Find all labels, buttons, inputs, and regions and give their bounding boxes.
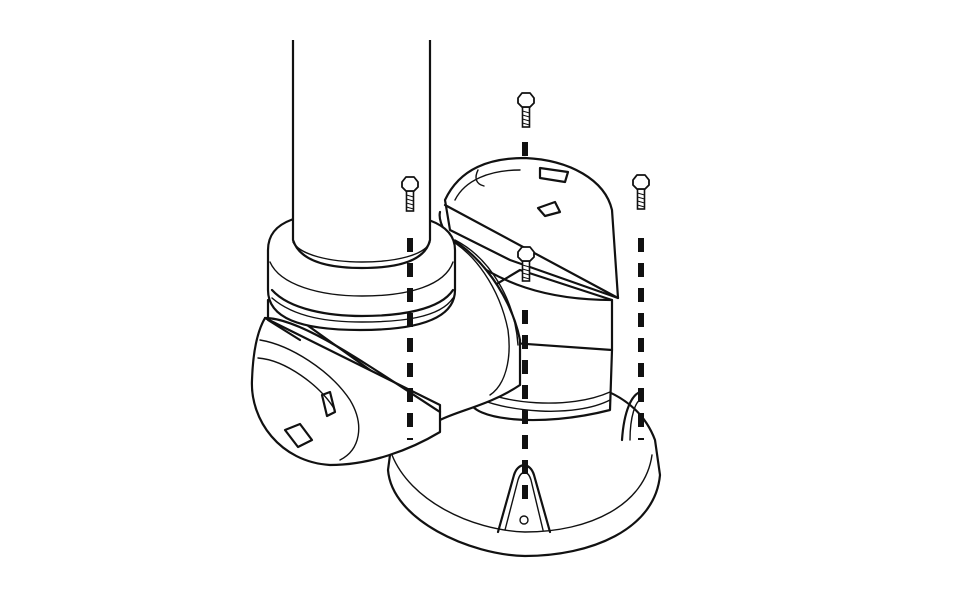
bolt-icon [632, 174, 650, 210]
bolt-group [401, 92, 650, 282]
bolt-icon [517, 92, 535, 128]
bolt-icon [401, 176, 419, 212]
upper-arm-tube [291, 40, 432, 270]
bolt-icon [517, 246, 535, 282]
alignment-lines [407, 142, 644, 510]
